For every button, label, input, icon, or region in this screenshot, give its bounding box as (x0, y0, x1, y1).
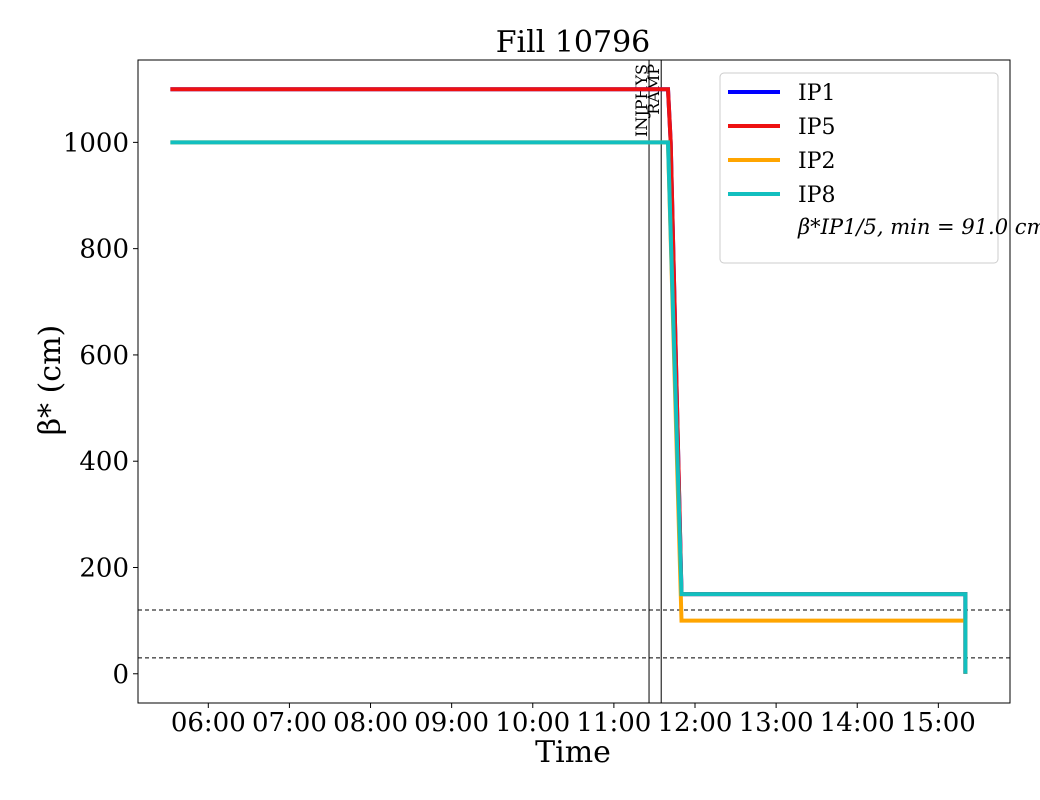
y-tick-label: 400 (79, 447, 129, 477)
x-tick-label: 14:00 (820, 708, 895, 738)
legend-label-ip5: IP5 (798, 115, 836, 140)
y-tick-label: 200 (79, 553, 129, 583)
y-axis-label: β* (cm) (33, 325, 68, 436)
y-tick-label: 600 (79, 341, 129, 371)
chart-title: Fill 10796 (496, 25, 651, 60)
legend-label-ip8: IP8 (798, 183, 836, 208)
annotation-label: INJPHYS (632, 64, 651, 137)
x-tick-label: 15:00 (901, 708, 976, 738)
x-tick-label: 13:00 (739, 708, 814, 738)
plot-area: 0 200 400 600 800 1000 06:00 07:00 08:00 09:00 10:… (63, 59, 1011, 738)
y-tick-label: 0 (112, 660, 129, 690)
series-line-ip8 (170, 140, 968, 674)
x-tick-label: 06:00 (171, 708, 246, 738)
x-tick-label: 11:00 (576, 708, 651, 738)
x-tick-label: 10:00 (495, 708, 570, 738)
y-tick-label: 1000 (63, 128, 129, 158)
x-tick-label: 12:00 (658, 708, 733, 738)
legend: IP1 IP5 IP2 IP8 β*IP1/5, min = 91.0 cm (719, 72, 1040, 264)
x-tick-label: 08:00 (333, 708, 408, 738)
legend-box (719, 72, 999, 264)
y-tick-label: 800 (79, 235, 129, 265)
x-axis-label: Time (535, 735, 611, 770)
x-tick-label: 07:00 (252, 708, 327, 738)
x-tick-label: 09:00 (414, 708, 489, 738)
plot-frame (137, 59, 1011, 704)
legend-label-ip2: IP2 (798, 149, 836, 174)
legend-note: β*IP1/5, min = 91.0 cm (797, 215, 1040, 239)
legend-label-ip1: IP1 (798, 81, 836, 106)
